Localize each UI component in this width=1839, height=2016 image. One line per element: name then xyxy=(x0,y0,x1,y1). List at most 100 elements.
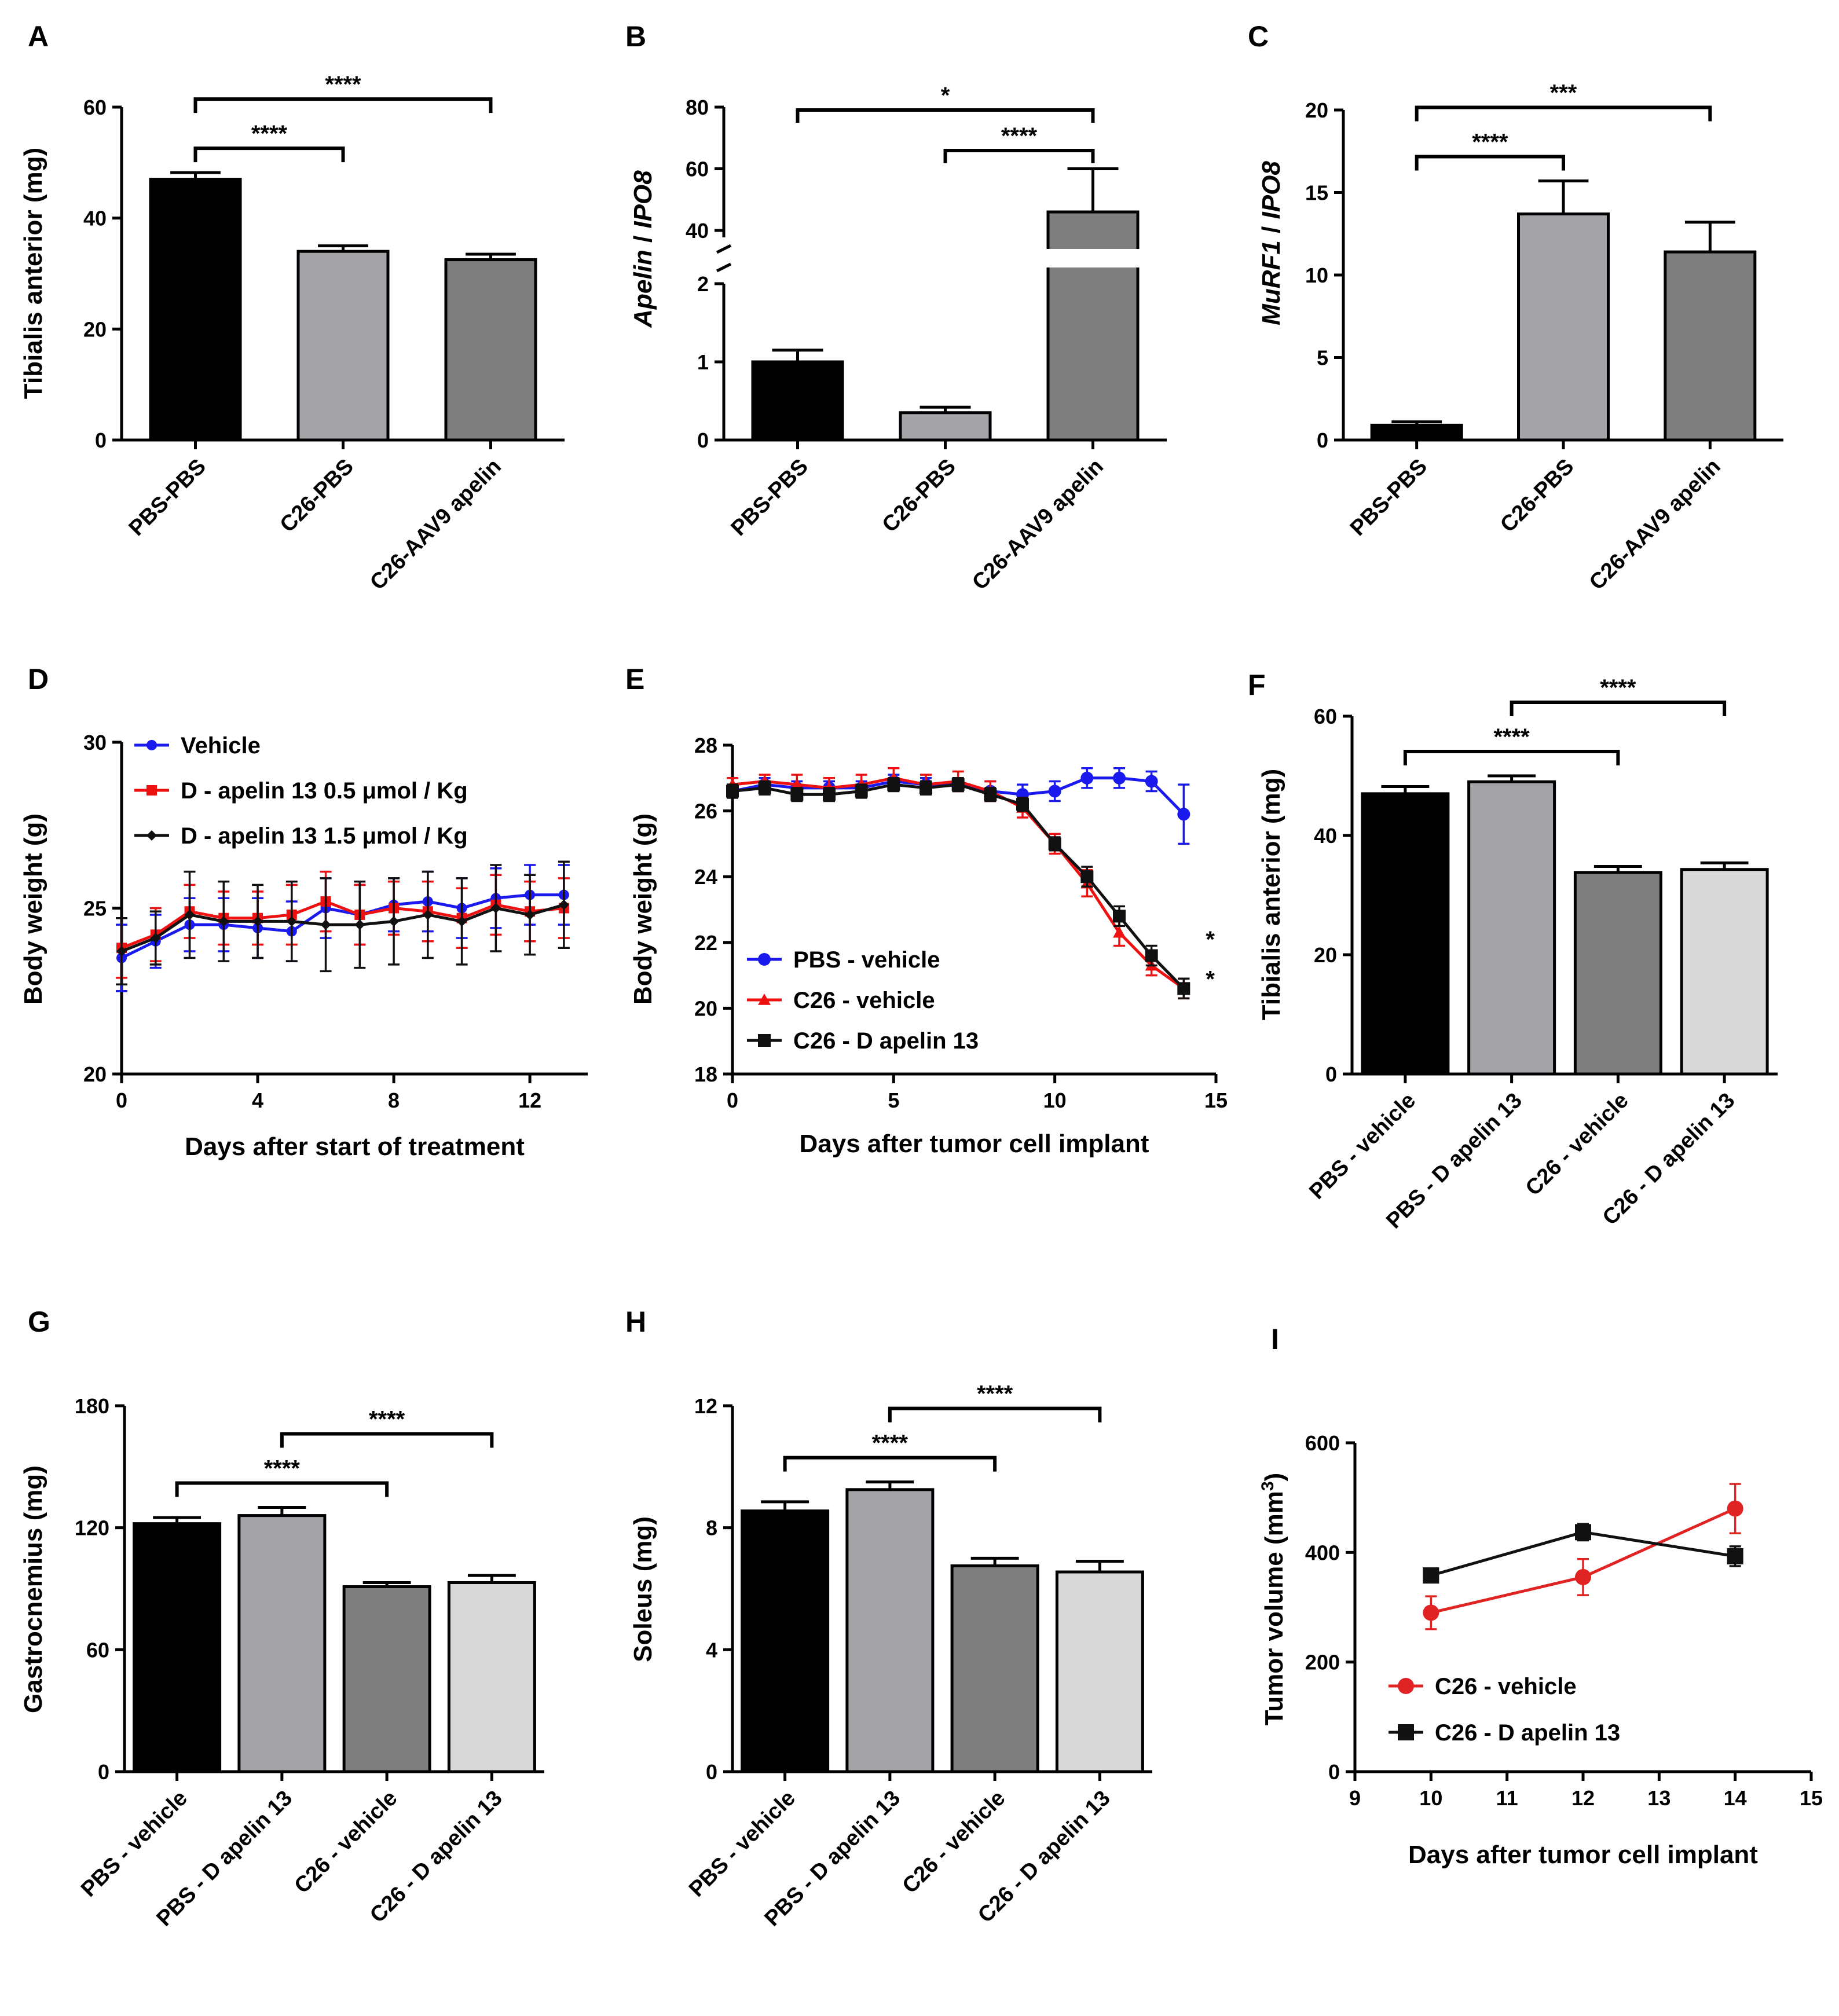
x-tick-label: 15 xyxy=(1204,1088,1228,1112)
series-line xyxy=(121,900,565,950)
legend-label: C26 - vehicle xyxy=(1435,1674,1577,1699)
data-point xyxy=(146,785,157,796)
y-tick-label: 26 xyxy=(694,800,717,823)
y-axis-label-text: Body weight (g) xyxy=(19,813,47,1005)
x-category-label: PBS - vehicle xyxy=(76,1786,192,1902)
bar xyxy=(149,178,242,442)
y-axis-label-part: IPO8 xyxy=(1257,161,1285,219)
legend-label: PBS - vehicle xyxy=(793,947,940,973)
y-tick-label: 20 xyxy=(1314,943,1337,967)
significance-label: **** xyxy=(369,1407,405,1432)
data-point xyxy=(116,945,127,956)
data-point xyxy=(1113,910,1126,923)
x-category-label: PBS - vehicle xyxy=(684,1786,800,1902)
annotation: * xyxy=(1206,966,1215,992)
data-point xyxy=(1727,1548,1743,1564)
x-tick-label: 4 xyxy=(252,1088,263,1112)
data-point xyxy=(320,919,331,930)
y-tick-label: 24 xyxy=(694,865,717,889)
legend-label: Vehicle xyxy=(181,733,261,758)
y-tick-label: 180 xyxy=(75,1394,109,1418)
y-tick-label: 0 xyxy=(1325,1062,1337,1086)
y-tick-label: 20 xyxy=(83,1062,107,1086)
data-point xyxy=(758,1034,771,1047)
significance-label: **** xyxy=(1600,675,1636,701)
panel-label: I xyxy=(1271,1323,1279,1355)
x-tick-label: 10 xyxy=(1043,1088,1067,1112)
data-point xyxy=(1177,982,1190,995)
significance-label: **** xyxy=(872,1431,908,1456)
y-axis-label-text: Soleus (mg) xyxy=(629,1516,657,1662)
y-axis-label-text: Body weight (g) xyxy=(629,813,657,1005)
data-point xyxy=(951,778,965,791)
significance-label: **** xyxy=(1493,724,1530,750)
y-tick-label: 15 xyxy=(1305,181,1328,205)
data-point xyxy=(758,953,771,966)
y-axis-label: Gastrocnemius (mg) xyxy=(19,1465,47,1713)
bar xyxy=(1573,871,1662,1076)
significance-bracket xyxy=(1510,701,1727,716)
y-axis-label-text: Tibialis anterior (mg) xyxy=(19,148,47,399)
y-axis-label-text: Tibialis anterior (mg) xyxy=(1257,769,1285,1020)
x-tick-label: 11 xyxy=(1496,1786,1518,1810)
x-tick-label: 8 xyxy=(388,1088,400,1112)
y-tick-label: 60 xyxy=(86,1638,109,1662)
y-tick-label: 12 xyxy=(694,1394,717,1418)
significance-label: **** xyxy=(1001,123,1038,149)
bar xyxy=(1370,423,1463,442)
panel-C: C MuRF1 / IPO8 0 5 10 15 20 PBS-PBS C26-PBS C26-A… xyxy=(1248,20,1783,595)
significance-bracket xyxy=(796,108,1095,123)
y-tick-label: 0 xyxy=(706,1760,717,1784)
bar-break-gap xyxy=(1045,249,1141,267)
significance-bracket xyxy=(1403,750,1620,765)
x-category-label: C26-AAV9 apelin xyxy=(365,454,506,595)
y-tick-label: 40 xyxy=(1314,824,1337,848)
annotation: * xyxy=(1206,927,1215,952)
bar xyxy=(342,1585,431,1773)
y-axis-label-part: / xyxy=(629,229,657,250)
y-axis-label: Tibialis anterior (mg) xyxy=(19,148,47,399)
y-tick-label: 400 xyxy=(1305,1541,1340,1564)
x-category-label: PBS - vehicle xyxy=(1305,1088,1420,1204)
panel-label: D xyxy=(28,663,49,695)
data-point xyxy=(887,778,900,791)
x-category-label: C26-PBS xyxy=(276,454,358,537)
data-point xyxy=(1145,949,1158,962)
y-tick-label: 20 xyxy=(694,996,717,1020)
x-category-label: C26-PBS xyxy=(878,454,961,537)
x-axis-label: Days after tumor cell implant xyxy=(800,1130,1149,1158)
y-axis-label-superscript: 3 xyxy=(1258,1481,1277,1491)
bar xyxy=(1055,1570,1144,1773)
series xyxy=(726,777,1190,1000)
data-point xyxy=(286,916,297,927)
x-category-label: C26-AAV9 apelin xyxy=(1585,454,1726,595)
panel-label: B xyxy=(625,20,646,53)
x-tick-label: 0 xyxy=(116,1088,127,1112)
y-tick-label: 40 xyxy=(686,219,709,243)
significance-label: **** xyxy=(264,1456,301,1482)
y-tick-label: 20 xyxy=(1305,98,1328,122)
data-point xyxy=(790,778,804,790)
x-category-label: C26-AAV9 apelin xyxy=(968,454,1108,595)
x-axis-label: Days after start of treatment xyxy=(185,1132,525,1161)
y-tick-label: 2 xyxy=(697,272,709,296)
panel-label: G xyxy=(28,1306,50,1338)
axis-break-mark xyxy=(716,244,732,254)
y-tick-label: 60 xyxy=(83,96,107,119)
bar xyxy=(1680,868,1769,1076)
axis-break-mark xyxy=(716,262,732,273)
y-tick-label: 1 xyxy=(697,350,709,374)
significance-label: **** xyxy=(251,121,288,146)
bar xyxy=(741,1509,830,1773)
panel-A: A Tibialis anterior (mg) 0 20 40 60 PBS-PBS C26… xyxy=(19,20,565,595)
series xyxy=(116,860,570,986)
x-axis-label: Days after tumor cell implant xyxy=(1408,1841,1758,1869)
y-tick-label: 40 xyxy=(83,207,107,230)
legend-label: C26 - D apelin 13 xyxy=(793,1028,979,1054)
y-tick-label: 25 xyxy=(83,897,107,921)
legend-label: C26 - vehicle xyxy=(793,988,935,1013)
significance-bracket xyxy=(280,1432,494,1448)
x-category-label: PBS-PBS xyxy=(124,454,211,541)
